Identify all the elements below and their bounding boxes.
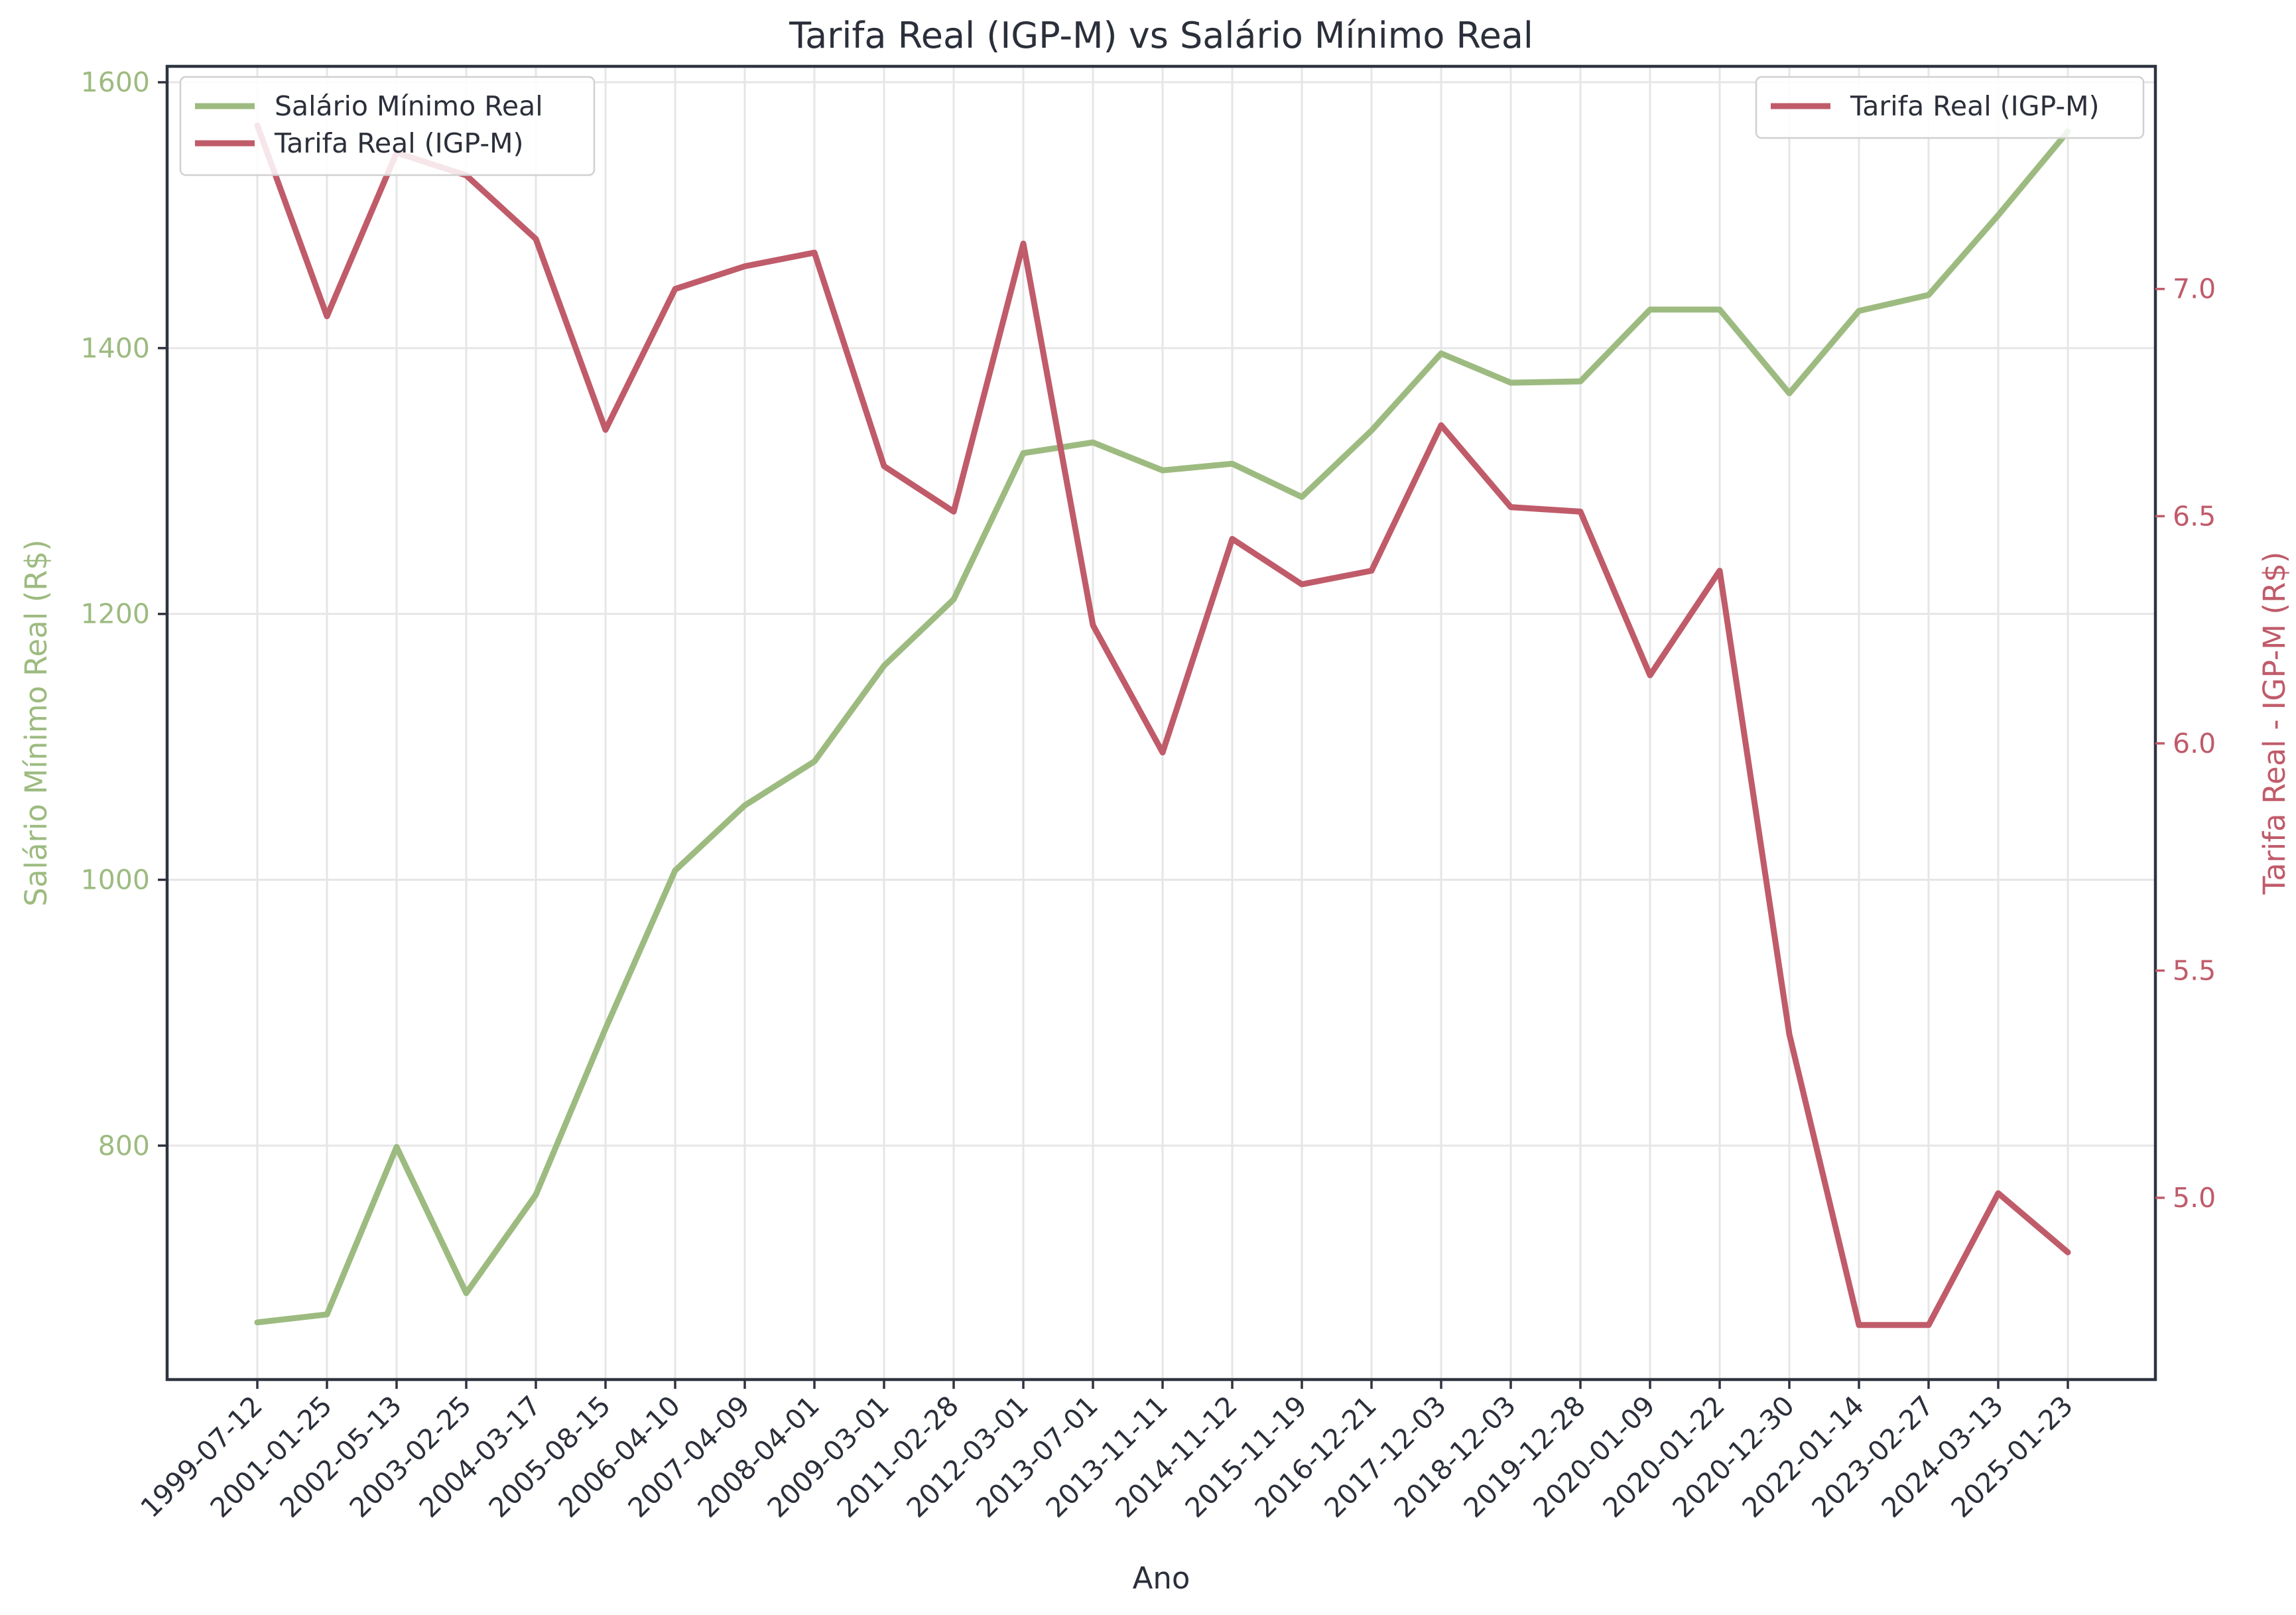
legend-label: Salário Mínimo Real (275, 90, 543, 122)
y-left-tick-label: 1400 (81, 332, 150, 364)
y-right-tick-label: 6.0 (2173, 728, 2216, 759)
legend-upper-left: Salário Mínimo Real Tarifa Real (IGP-M) (179, 76, 596, 176)
y-left-tick-label: 800 (98, 1130, 150, 1161)
x-tick-label: 2025-01-23 (1945, 1389, 2079, 1523)
y-right-tick-label: 7.0 (2173, 273, 2216, 305)
y-axis-left-label: Salário Mínimo Real (R$) (19, 539, 54, 906)
plot-frame (165, 64, 2157, 1382)
y-left-tick-label: 1000 (81, 864, 150, 895)
grid (167, 66, 2155, 1380)
legend-box (179, 76, 596, 176)
y-axis-right-label: Tarifa Real - IGP-M (R$) (2257, 552, 2292, 895)
chart-title: Tarifa Real (IGP-M) vs Salário Mínimo Re… (789, 15, 1533, 56)
y-left-tick-label: 1600 (81, 66, 150, 98)
y-right-tick-label: 6.5 (2173, 500, 2216, 532)
series-line-tarifa-real (254, 122, 2071, 1328)
legend-label: Tarifa Real (IGP-M) (1850, 90, 2100, 122)
legend-upper-right: Tarifa Real (IGP-M) (1755, 76, 2145, 139)
legend-label: Tarifa Real (IGP-M) (274, 127, 524, 159)
x-axis-label: Ano (1133, 1561, 1190, 1596)
y-right-tick-label: 5.0 (2173, 1182, 2216, 1214)
y-axis-right: 5.0 5.5 6.0 6.5 7.0 (2155, 273, 2216, 1214)
y-right-tick-label: 5.5 (2173, 954, 2216, 986)
legend-box (1755, 76, 2145, 139)
y-axis-left: 800 1000 1200 1400 1600 (81, 66, 167, 1161)
x-axis: 1999-07-122001-01-252002-05-132003-02-25… (135, 1380, 2079, 1524)
series-line-salario-minimo-real (254, 128, 2071, 1326)
series-lines (254, 122, 2071, 1328)
y-left-tick-label: 1200 (81, 598, 150, 630)
